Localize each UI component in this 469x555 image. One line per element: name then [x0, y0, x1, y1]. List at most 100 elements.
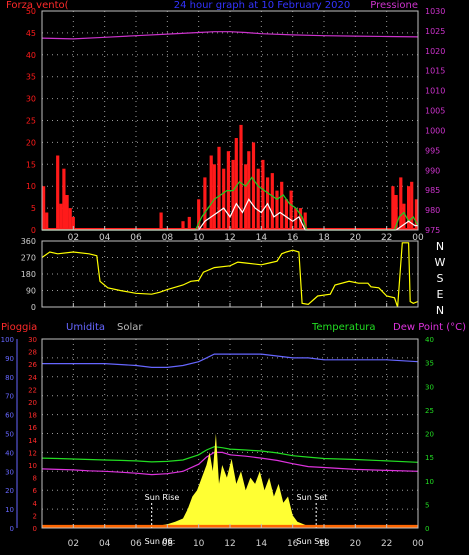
wind-speed-bar — [239, 124, 243, 230]
rain-tick: 6 — [33, 487, 38, 495]
wind-speed-tick: 40 — [26, 51, 36, 60]
pressure-tick: 1030 — [425, 7, 445, 16]
wind-speed-bar — [65, 195, 69, 230]
wind-speed-bar — [197, 199, 201, 230]
wind-speed-bar — [275, 190, 279, 230]
wind-speed-tick: 45 — [26, 29, 36, 38]
wind-speed-tick: 25 — [26, 117, 36, 126]
x-tick-label: 10 — [193, 539, 205, 549]
rain-tick: 22 — [28, 386, 37, 394]
wind-direction-panel: 0 90 180 270 360 — [21, 237, 419, 312]
humidity-tick: 70 — [5, 393, 14, 401]
sun-rise-annotation: Sun Rise — [145, 493, 180, 502]
wind-speed-bar — [56, 155, 60, 230]
x-tick-label: 06 — [130, 539, 142, 549]
x-tick-label: 14 — [256, 233, 268, 243]
wind-speed-bar — [256, 168, 260, 230]
humidity-tick: 60 — [5, 412, 14, 420]
humidity-tick: 90 — [5, 355, 14, 363]
wind-speed-bar — [209, 155, 213, 230]
x-tick-label: 08 — [162, 539, 174, 549]
wind-speed-bar — [187, 216, 191, 230]
wind-speed-bar — [68, 208, 72, 230]
rain-tick: 20 — [28, 399, 37, 407]
wind-speed-bar — [71, 216, 75, 230]
wind-speed-bar — [303, 212, 307, 230]
wind-speed-bar — [410, 181, 414, 230]
wind-speed-tick: 20 — [26, 138, 36, 147]
wind-speed-bar — [280, 181, 284, 230]
wind-direction-tick: 360 — [21, 237, 36, 246]
sun-set-bottom-label: Sun Set — [297, 537, 328, 546]
rain-tick: 2 — [33, 512, 37, 520]
sun-rise-bottom-label: Sun 06: — [145, 537, 176, 546]
pressure-line — [41, 31, 419, 40]
pressure-tick: 990 — [425, 166, 440, 175]
rain-tick: 8 — [33, 475, 37, 483]
x-tick-label: 06 — [130, 233, 142, 243]
legend-humidity: Umidita — [66, 322, 105, 333]
x-tick-label: 02 — [68, 539, 79, 549]
humidity-line — [42, 353, 419, 368]
wind-speed-bar — [244, 164, 248, 230]
x-tick-label: 18 — [318, 233, 330, 243]
rain-tick: 10 — [28, 462, 37, 470]
pressure-tick: 1020 — [425, 47, 445, 56]
wind-speed-bar — [234, 138, 238, 230]
humidity-tick: 40 — [5, 449, 14, 457]
x-tick-label: 16 — [287, 233, 299, 243]
wind-speed-bar — [212, 164, 216, 230]
humidity-tick: 10 — [5, 506, 14, 514]
rain-tick: 26 — [28, 361, 37, 369]
x-tick-label: 16 — [287, 539, 299, 549]
wind-speed-bar — [203, 177, 207, 230]
wind-speed-bar — [394, 195, 398, 230]
wind-speed-bar — [251, 142, 256, 230]
humidity-tick: 80 — [5, 374, 14, 382]
x-tick-label: 20 — [350, 539, 362, 549]
x-tick-label: 18 — [318, 539, 330, 549]
humidity-temperature-panel: 02 04 06 08 10 12 14 16 18 20 22 000102030405060708… — [1, 336, 434, 549]
wind-speed-bar — [231, 159, 235, 230]
pressure-tick: 1005 — [425, 107, 445, 116]
pressure-tick: 1010 — [425, 87, 445, 96]
wind-speed-bar — [217, 146, 221, 230]
pressure-tick: 995 — [425, 146, 440, 155]
wind-speed-tick: 35 — [26, 73, 36, 82]
wind-speed-bar — [402, 203, 406, 230]
pressure-tick: 1015 — [425, 67, 445, 76]
temperature-tick: 30 — [425, 383, 434, 391]
wind-direction-tick: 90 — [26, 287, 36, 296]
pressure-tick: 975 — [425, 226, 440, 235]
compass-letter: S — [437, 272, 444, 285]
temperature-tick: 0 — [425, 525, 429, 533]
x-tick-label: 12 — [224, 233, 235, 243]
wind-average-line — [42, 198, 418, 231]
wind-speed-tick: 50 — [26, 7, 36, 16]
x-tick-label: 14 — [256, 539, 268, 549]
wind-direction-line — [41, 242, 419, 308]
rain-tick: 18 — [28, 412, 37, 420]
wind-speed-bar — [284, 199, 288, 230]
rain-tick: 24 — [28, 374, 37, 382]
x-tick-label: 12 — [224, 539, 235, 549]
wind-speed-bar — [407, 186, 411, 230]
wind-speed-bar — [399, 177, 403, 230]
wind-speed-bar — [59, 203, 63, 230]
wind-speed-bar — [62, 168, 66, 230]
temperature-tick: 5 — [425, 501, 429, 509]
x-tick-label: 10 — [193, 233, 205, 243]
wind-speed-label: Forza vento( — [6, 0, 69, 11]
wind-speed-bar — [181, 221, 185, 230]
sun-set-annotation: Sun Set — [297, 493, 328, 502]
pressure-label: Pressione — [370, 0, 418, 11]
temperature-tick: 40 — [425, 336, 434, 344]
compass-letter: N — [436, 240, 444, 253]
rain-tick: 30 — [28, 336, 37, 344]
x-tick-label: 04 — [99, 539, 111, 549]
wind-speed-bar — [247, 151, 251, 230]
wind-direction-tick: 180 — [21, 270, 36, 279]
pressure-tick: 985 — [425, 186, 440, 195]
wind-speed-bar — [222, 168, 226, 230]
